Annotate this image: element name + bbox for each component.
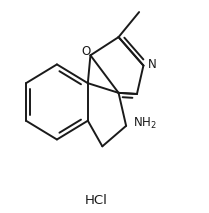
- Text: N: N: [148, 58, 157, 71]
- Text: O: O: [82, 45, 91, 58]
- Text: NH$_2$: NH$_2$: [133, 116, 156, 131]
- Text: HCl: HCl: [84, 194, 107, 207]
